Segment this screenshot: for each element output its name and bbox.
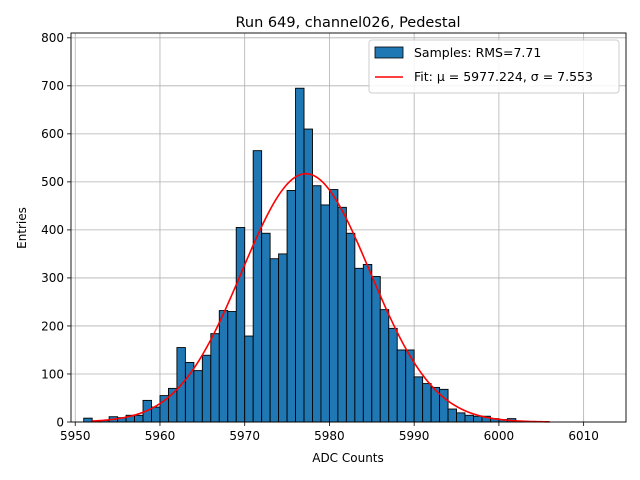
histogram-bar (422, 383, 432, 423)
histogram-bar (218, 310, 229, 423)
x-tick-label: 5950 (60, 429, 91, 443)
y-tick-label: 600 (41, 127, 64, 141)
histogram-bar (354, 267, 364, 423)
histogram-bar (473, 415, 483, 423)
histogram-bar (269, 258, 280, 423)
histogram-bar (134, 414, 144, 423)
histogram-bar (456, 412, 466, 423)
histogram-bar (320, 204, 330, 423)
histogram-bar (345, 232, 356, 423)
histogram-bars (83, 87, 525, 423)
y-tick-label: 700 (41, 79, 64, 93)
histogram-bar (413, 376, 424, 423)
legend: Samples: RMS=7.71 Fit: μ = 5977.224, σ =… (368, 39, 620, 94)
y-tick-label: 0 (56, 415, 64, 429)
legend-samples-swatch (374, 46, 404, 59)
x-tick-label: 5980 (314, 429, 345, 443)
histogram-bar (83, 417, 93, 423)
histogram-bar (210, 333, 220, 423)
histogram-bar (159, 395, 169, 423)
histogram-bar (278, 253, 288, 423)
histogram-bar (252, 150, 263, 423)
x-axis-ticks: 5950 5960 5970 5980 5990 6000 6010 (60, 422, 599, 443)
histogram-bar (244, 335, 254, 423)
grid-lines (71, 33, 626, 423)
legend-samples-label: Samples: RMS=7.71 (414, 45, 541, 60)
histogram-bar (362, 264, 373, 423)
histogram-bar (295, 87, 305, 423)
y-tick-label: 500 (41, 175, 64, 189)
histogram-bar (286, 190, 296, 423)
histogram-bar (388, 327, 398, 423)
y-tick-label: 200 (41, 319, 64, 333)
histogram-bar (337, 206, 347, 423)
histogram-bar (464, 414, 474, 423)
y-tick-label: 400 (41, 223, 64, 237)
chart-title: Run 649, channel026, Pedestal (235, 15, 460, 31)
x-tick-label: 5960 (145, 429, 176, 443)
y-tick-label: 100 (41, 367, 64, 381)
legend-box (368, 39, 620, 94)
x-tick-label: 6000 (484, 429, 515, 443)
y-axis-ticks: 0 100 200 300 400 500 600 700 800 (41, 31, 71, 429)
histogram-bar (235, 227, 246, 423)
x-tick-label: 5990 (399, 429, 430, 443)
y-axis-label: Entries (15, 207, 29, 249)
histogram-bar (227, 311, 237, 423)
histogram-bar (151, 406, 161, 423)
y-tick-label: 800 (41, 31, 64, 45)
x-tick-label: 6010 (568, 429, 599, 443)
histogram-bar (201, 354, 212, 423)
histogram-bar (261, 232, 271, 423)
fit-curve (92, 172, 550, 423)
legend-fit-label: Fit: μ = 5977.224, σ = 7.553 (414, 69, 593, 84)
histogram-bar (371, 276, 381, 423)
histogram-bar (447, 408, 457, 423)
x-axis-label: ADC Counts (312, 451, 384, 465)
histogram-bar (193, 370, 203, 423)
histogram-bar (396, 349, 407, 423)
x-tick-label: 5970 (229, 429, 260, 443)
y-tick-label: 300 (41, 271, 64, 285)
plot-frame (70, 32, 627, 423)
histogram-bar (379, 309, 390, 423)
histogram-bar (312, 185, 322, 423)
histogram-bar (328, 189, 339, 423)
